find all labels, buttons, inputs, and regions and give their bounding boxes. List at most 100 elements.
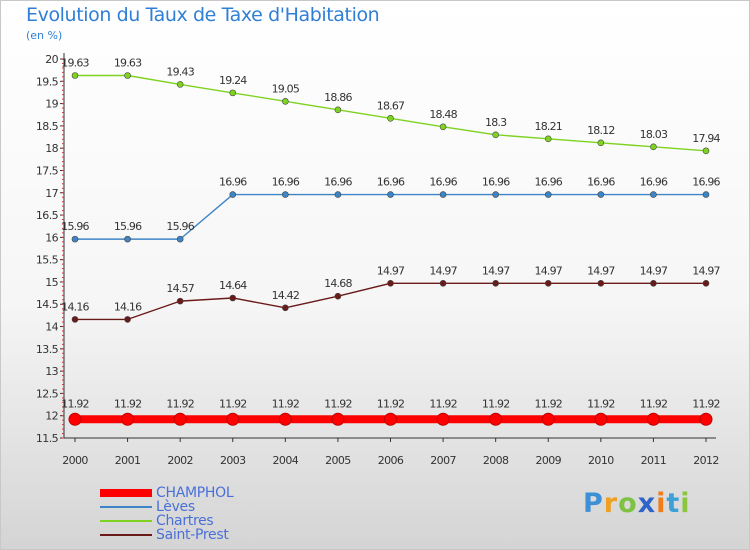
data-label: 18.12 xyxy=(587,124,615,137)
y-tick-label: 18 xyxy=(45,142,58,155)
data-point xyxy=(229,294,237,302)
data-point xyxy=(699,412,713,426)
y-tick-label: 16.5 xyxy=(36,209,59,222)
data-label: 17.94 xyxy=(692,132,720,145)
data-point xyxy=(173,412,187,426)
data-label: 16.96 xyxy=(429,176,457,189)
data-labels: 19.63 19.63 19.43 19.24 19.05 18.86 18.67 18.48… xyxy=(61,56,721,410)
y-tick-label: 11.5 xyxy=(36,432,59,445)
y-tick-label: 15.5 xyxy=(36,254,59,267)
data-label: 11.92 xyxy=(640,397,668,410)
chart-axes: 11.5 12 12.5 13 13.5 14 14.5 15 15.5 16 16.5 17 17.5… xyxy=(36,53,719,467)
data-label: 14.16 xyxy=(114,300,142,313)
data-point xyxy=(439,279,447,287)
legend-item[interactable]: Lèves xyxy=(100,500,233,514)
logo-letter: o xyxy=(618,488,638,519)
data-label: 15.96 xyxy=(166,220,194,233)
data-point xyxy=(176,297,184,305)
data-label: 14.64 xyxy=(219,279,247,292)
series-line xyxy=(74,74,707,152)
data-point xyxy=(489,412,503,426)
data-point xyxy=(544,191,552,198)
logo-letter: t xyxy=(666,488,681,519)
data-label: 19.24 xyxy=(219,74,247,87)
data-point xyxy=(702,279,710,287)
data-point xyxy=(229,89,237,97)
data-label: 18.67 xyxy=(377,99,405,112)
legend-label: Lèves xyxy=(156,499,195,515)
x-tick-label: 2009 xyxy=(535,454,561,467)
x-tick-label: 2001 xyxy=(115,454,141,467)
y-tick-label: 13 xyxy=(45,365,58,378)
chart-subtitle: (en %) xyxy=(26,29,63,42)
data-point xyxy=(492,191,499,198)
logo-letter: i xyxy=(656,488,667,519)
y-tick-label: 14 xyxy=(45,321,58,334)
data-label: 14.97 xyxy=(587,264,615,277)
data-point xyxy=(541,412,555,426)
x-tick-label: 2010 xyxy=(588,454,614,467)
data-point xyxy=(597,191,605,198)
data-label: 11.92 xyxy=(587,397,615,410)
x-tick-label: 2007 xyxy=(430,454,456,467)
data-label: 11.92 xyxy=(377,397,405,410)
legend-label: Saint-Prest xyxy=(156,527,229,543)
y-tick-label: 20 xyxy=(45,53,58,66)
data-label: 11.92 xyxy=(272,397,300,410)
proxiti-logo: Proxiti xyxy=(583,488,691,519)
data-label: 14.97 xyxy=(429,264,457,277)
legend-swatch xyxy=(100,534,152,536)
data-point xyxy=(650,143,657,151)
data-point xyxy=(544,279,552,287)
data-point xyxy=(124,316,131,323)
x-tick-label: 2004 xyxy=(273,454,299,467)
data-label: 16.96 xyxy=(640,176,668,189)
series-points xyxy=(68,72,713,426)
data-point xyxy=(387,191,394,198)
x-tick-label: 2003 xyxy=(220,454,246,467)
data-label: 19.05 xyxy=(272,82,300,95)
data-point xyxy=(702,191,710,198)
legend-item[interactable]: Chartres xyxy=(100,514,233,528)
y-tick-label: 17 xyxy=(45,187,58,200)
data-point xyxy=(124,72,131,79)
data-label: 19.63 xyxy=(61,56,89,69)
data-label: 14.97 xyxy=(377,264,405,277)
data-point xyxy=(68,412,82,426)
data-point xyxy=(229,191,237,198)
data-point xyxy=(646,412,660,426)
data-point xyxy=(387,115,394,122)
data-point xyxy=(331,412,345,426)
data-point xyxy=(492,131,499,139)
legend-item[interactable]: CHAMPHOL xyxy=(100,486,234,500)
data-label: 14.68 xyxy=(324,277,352,290)
data-label: 16.96 xyxy=(482,176,510,189)
data-label: 11.92 xyxy=(482,397,510,410)
data-label: 18.03 xyxy=(640,128,668,141)
data-point xyxy=(71,316,79,323)
data-label: 11.92 xyxy=(324,397,352,410)
legend-item[interactable]: Saint-Prest xyxy=(100,528,233,542)
data-point xyxy=(282,191,289,198)
data-point xyxy=(334,292,342,300)
data-label: 16.96 xyxy=(377,176,405,189)
data-point xyxy=(439,123,447,131)
data-label: 11.92 xyxy=(61,397,89,410)
data-label: 11.92 xyxy=(429,397,457,410)
y-tick-label: 18.5 xyxy=(36,120,59,133)
y-tick-label: 12 xyxy=(45,410,58,423)
data-point xyxy=(176,235,184,243)
data-label: 14.97 xyxy=(692,264,720,277)
data-label: 14.16 xyxy=(61,300,89,313)
data-label: 15.96 xyxy=(61,220,89,233)
data-label: 15.96 xyxy=(114,220,142,233)
data-label: 14.97 xyxy=(482,264,510,277)
chart-legend: CHAMPHOL Lèves Chartres Saint-Prest xyxy=(100,486,234,542)
data-label: 16.96 xyxy=(324,176,352,189)
data-point xyxy=(278,412,292,426)
data-point xyxy=(702,147,710,155)
data-label: 14.42 xyxy=(272,289,300,302)
data-label: 14.57 xyxy=(166,282,194,295)
logo-letter: r xyxy=(603,488,619,519)
